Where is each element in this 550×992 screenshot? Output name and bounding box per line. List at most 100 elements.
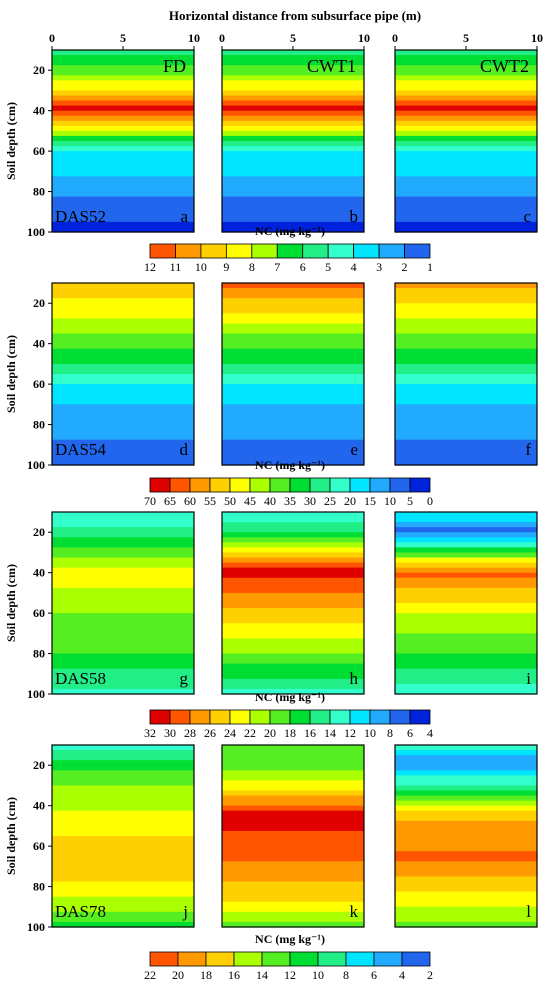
colorbar-segment: [209, 709, 231, 725]
colorbar-segment: [233, 951, 263, 967]
contour-band: [52, 379, 194, 385]
colorbar-tick-label: 6: [371, 968, 377, 982]
x-tick-label: 10: [531, 31, 543, 45]
contour-band: [222, 638, 364, 645]
contour-band: [222, 424, 364, 431]
contour-band: [222, 592, 364, 599]
contour-band: [395, 216, 537, 223]
x-tick-label: 0: [392, 31, 398, 45]
contour-band: [395, 846, 537, 852]
contour-band: [52, 216, 194, 223]
contour-band: [395, 542, 537, 548]
contour-band: [395, 517, 537, 523]
y-axis-title: Soil depth (cm): [4, 797, 18, 875]
colorbar-tick-label: 14: [256, 968, 268, 982]
y-axis-title: Soil depth (cm): [4, 335, 18, 413]
contour-band: [52, 916, 194, 923]
colorbar-tick-label: 22: [144, 968, 156, 982]
colorbar-segment: [251, 243, 278, 259]
contour-band: [52, 176, 194, 183]
contour-band: [222, 628, 364, 634]
contour-band: [222, 130, 364, 137]
panel-e: e: [221, 282, 365, 466]
y-tick-label: 100: [27, 225, 45, 239]
contour-band: [52, 283, 194, 289]
contour-band: [395, 820, 537, 827]
contour-band: [222, 379, 364, 385]
colorbar-tick-label: 5: [407, 494, 413, 508]
colorbar-segment: [289, 709, 311, 725]
panel-k: k: [221, 744, 365, 928]
contour-band: [222, 861, 364, 867]
colorbar-tick-label: 65: [164, 494, 176, 508]
contour-band: [395, 439, 537, 446]
contour-band: [52, 288, 194, 294]
contour-band: [222, 820, 364, 827]
contour-band: [395, 841, 537, 847]
contour-band: [52, 830, 194, 837]
panel-frame: [51, 282, 195, 466]
contour-band: [395, 562, 537, 569]
colorbar-tick-label: 11: [170, 260, 182, 274]
contour-band: [395, 896, 537, 903]
contour-band: [52, 308, 194, 314]
contour-band: [222, 567, 364, 574]
contour-band: [52, 404, 194, 410]
contour-band: [222, 115, 364, 122]
contour-band: [222, 313, 364, 319]
x-tick-label: 0: [49, 31, 55, 45]
contour-band: [395, 298, 537, 304]
contour-band: [395, 825, 537, 832]
colorbar-tick-label: 24: [224, 726, 236, 740]
contour-band: [222, 916, 364, 923]
contour-band: [395, 70, 537, 76]
panel-letter: b: [350, 207, 359, 226]
contour-band: [222, 429, 364, 436]
y-tick-label: 60: [33, 839, 45, 853]
colorbar-segment: [249, 477, 271, 493]
contour-band: [222, 846, 364, 852]
contour-band: [395, 333, 537, 340]
contour-band: [222, 851, 364, 857]
contour-band: [395, 308, 537, 314]
x-tick-label: 10: [358, 31, 370, 45]
contour-band: [222, 363, 364, 370]
contour-band: [222, 603, 364, 609]
colorbar-segment: [378, 243, 405, 259]
contour-band: [222, 547, 364, 554]
contour-band: [52, 70, 194, 76]
contour-band: [395, 532, 537, 538]
contour-band: [395, 537, 537, 543]
contour-band: [222, 389, 364, 395]
contour-band: [395, 313, 537, 319]
colorbar-segment: [349, 709, 371, 725]
panel-letter: h: [350, 669, 359, 688]
contour-band: [52, 333, 194, 340]
colorbar-tick-label: 20: [344, 494, 356, 508]
contour-band: [52, 552, 194, 559]
contour-band: [222, 368, 364, 375]
contour-band: [395, 856, 537, 862]
contour-band: [222, 328, 364, 335]
contour-band: [395, 394, 537, 400]
contour-band: [222, 75, 364, 81]
colorbar-segment: [302, 243, 329, 259]
contour-band: [395, 75, 537, 81]
contour-band: [395, 668, 537, 675]
contour-band: [395, 916, 537, 923]
contour-band: [222, 146, 364, 152]
colorbar-tick-label: 12: [344, 726, 356, 740]
contour-band: [52, 517, 194, 523]
contour-band: [222, 876, 364, 883]
panel-frame: [221, 744, 365, 928]
contour-band: [222, 409, 364, 416]
panel-frame: [221, 282, 365, 466]
colorbar-segment: [209, 477, 231, 493]
contour-band: [395, 211, 537, 218]
contour-band: [395, 201, 537, 208]
colorbar-tick-label: 12: [284, 968, 296, 982]
contour-band: [52, 836, 194, 842]
contour-band: [52, 663, 194, 670]
contour-band: [222, 181, 364, 188]
contour-band: [395, 683, 537, 690]
